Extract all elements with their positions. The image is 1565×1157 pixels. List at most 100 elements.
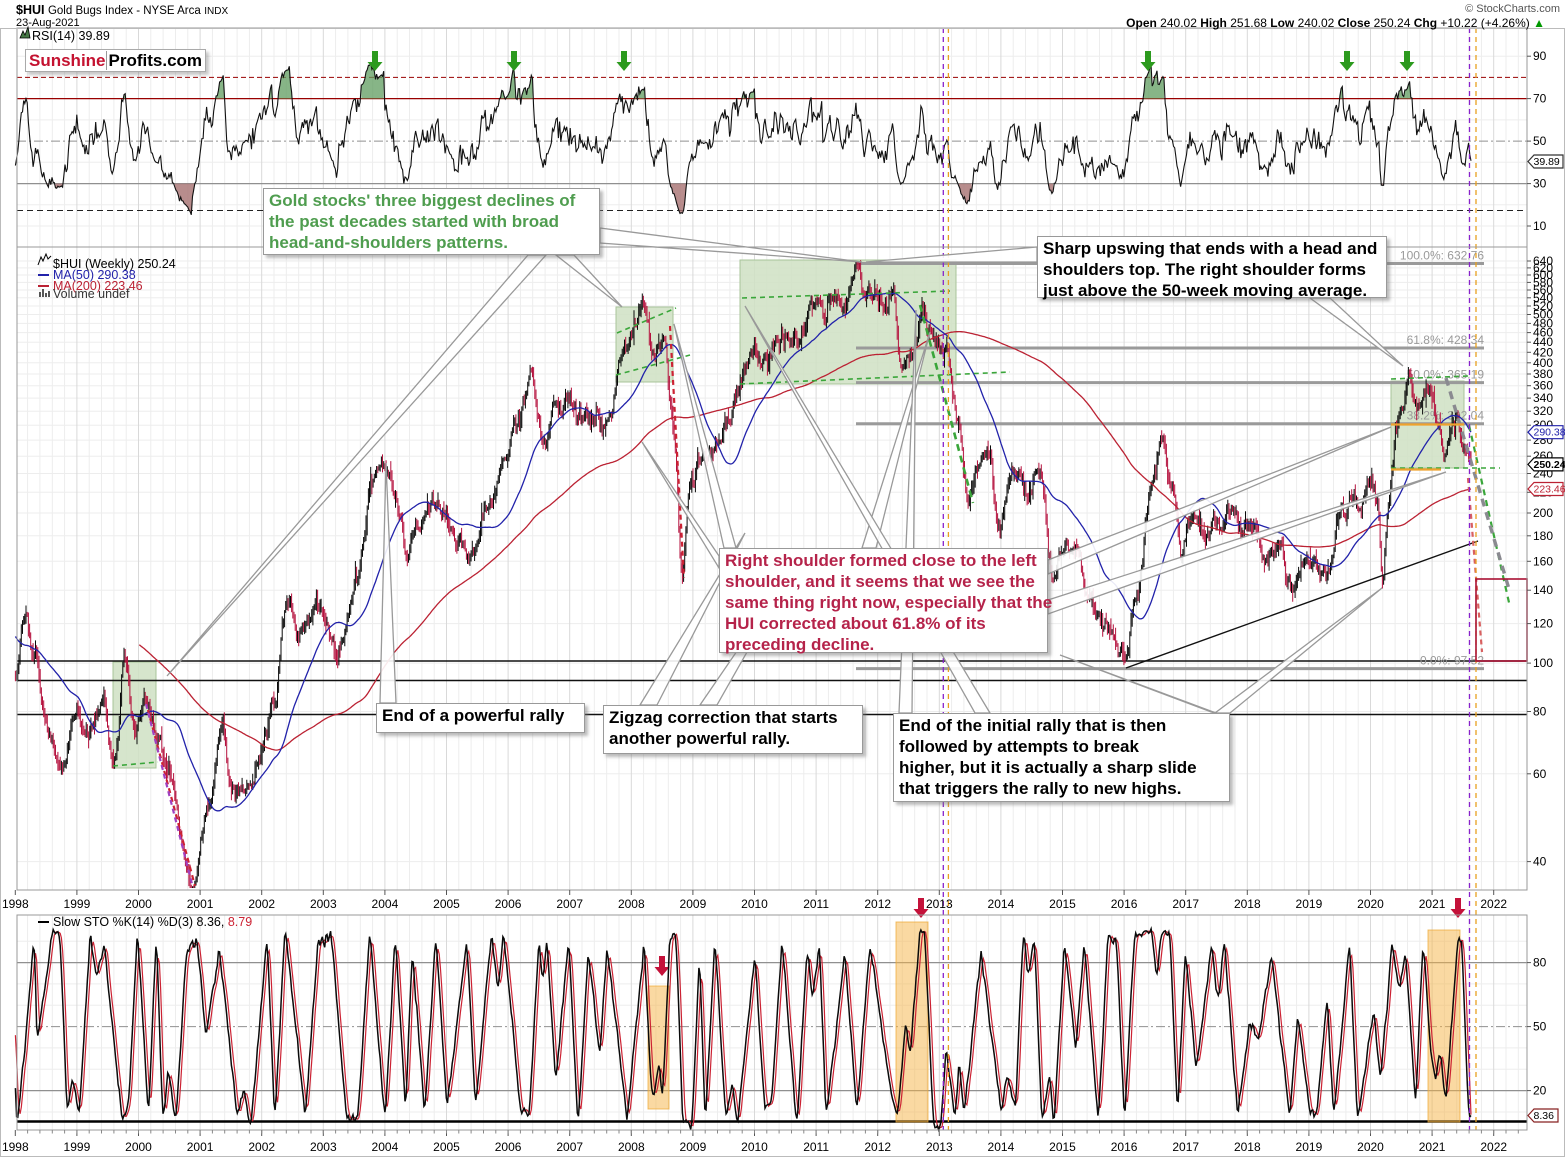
svg-text:2018: 2018 bbox=[1234, 897, 1261, 911]
svg-text:2021: 2021 bbox=[1419, 1140, 1446, 1154]
svg-text:50: 50 bbox=[1533, 134, 1547, 148]
svg-text:120: 120 bbox=[1533, 617, 1553, 631]
svg-text:$HUI (Weekly) 250.24: $HUI (Weekly) 250.24 bbox=[53, 257, 176, 271]
svg-text:140: 140 bbox=[1533, 583, 1553, 597]
svg-text:2003: 2003 bbox=[310, 897, 337, 911]
svg-text:1999: 1999 bbox=[64, 1140, 91, 1154]
svg-text:2010: 2010 bbox=[741, 1140, 768, 1154]
svg-text:600: 600 bbox=[1533, 268, 1553, 282]
svg-text:70: 70 bbox=[1533, 92, 1547, 106]
svg-text:50.0%: 365.19: 50.0%: 365.19 bbox=[1407, 368, 1485, 382]
svg-text:2001: 2001 bbox=[187, 897, 214, 911]
svg-text:290.38: 290.38 bbox=[1534, 427, 1565, 439]
svg-text:2017: 2017 bbox=[1172, 1140, 1199, 1154]
svg-text:620: 620 bbox=[1533, 261, 1553, 275]
svg-text:340: 340 bbox=[1533, 391, 1553, 405]
svg-text:460: 460 bbox=[1533, 326, 1553, 340]
svg-text:2016: 2016 bbox=[1111, 897, 1138, 911]
svg-text:20: 20 bbox=[1533, 1084, 1547, 1098]
svg-text:39.89: 39.89 bbox=[1534, 156, 1560, 168]
svg-text:223.46: 223.46 bbox=[1534, 484, 1565, 496]
svg-text:2012: 2012 bbox=[864, 897, 891, 911]
svg-text:2015: 2015 bbox=[1049, 897, 1076, 911]
svg-text:2019: 2019 bbox=[1296, 897, 1323, 911]
svg-text:420: 420 bbox=[1533, 345, 1553, 359]
svg-text:520: 520 bbox=[1533, 299, 1553, 313]
svg-text:80: 80 bbox=[1533, 956, 1547, 970]
svg-text:540: 540 bbox=[1533, 291, 1553, 305]
svg-text:100.0%: 632.76: 100.0%: 632.76 bbox=[1400, 249, 1484, 263]
svg-text:2017: 2017 bbox=[1172, 897, 1199, 911]
svg-text:580: 580 bbox=[1533, 275, 1553, 289]
svg-text:480: 480 bbox=[1533, 316, 1553, 330]
svg-text:2004: 2004 bbox=[372, 897, 399, 911]
svg-text:2022: 2022 bbox=[1480, 1140, 1507, 1154]
svg-text:2015: 2015 bbox=[1049, 1140, 1076, 1154]
svg-text:440: 440 bbox=[1533, 335, 1553, 349]
svg-text:2002: 2002 bbox=[248, 1140, 275, 1154]
svg-text:2000: 2000 bbox=[125, 897, 152, 911]
svg-text:2005: 2005 bbox=[433, 897, 460, 911]
svg-text:2014: 2014 bbox=[988, 1140, 1015, 1154]
svg-text:2002: 2002 bbox=[248, 897, 275, 911]
svg-text:560: 560 bbox=[1533, 283, 1553, 297]
svg-text:2003: 2003 bbox=[310, 1140, 337, 1154]
svg-text:640: 640 bbox=[1533, 254, 1553, 268]
svg-text:MA(200) 223.46: MA(200) 223.46 bbox=[53, 279, 143, 293]
svg-text:2013: 2013 bbox=[926, 1140, 953, 1154]
svg-text:2007: 2007 bbox=[556, 1140, 583, 1154]
svg-text:RSI(14) 39.89: RSI(14) 39.89 bbox=[32, 29, 110, 43]
svg-text:2012: 2012 bbox=[864, 1140, 891, 1154]
svg-text:90: 90 bbox=[1533, 49, 1547, 63]
svg-text:2008: 2008 bbox=[618, 1140, 645, 1154]
svg-text:2010: 2010 bbox=[741, 897, 768, 911]
svg-text:250.24: 250.24 bbox=[1534, 459, 1565, 471]
svg-text:2008: 2008 bbox=[618, 897, 645, 911]
svg-text:2009: 2009 bbox=[680, 897, 707, 911]
svg-text:1998: 1998 bbox=[2, 897, 29, 911]
svg-text:80: 80 bbox=[1533, 705, 1547, 719]
svg-text:Slow STO %K(14) %D(3) 8.36, 8.: Slow STO %K(14) %D(3) 8.36, 8.79 bbox=[53, 915, 252, 929]
svg-text:400: 400 bbox=[1533, 356, 1553, 370]
svg-text:0.0%: 97.52: 0.0%: 97.52 bbox=[1420, 654, 1484, 668]
svg-text:2020: 2020 bbox=[1357, 897, 1384, 911]
svg-text:2019: 2019 bbox=[1296, 1140, 1323, 1154]
svg-text:160: 160 bbox=[1533, 554, 1553, 568]
svg-text:320: 320 bbox=[1533, 404, 1553, 418]
svg-text:180: 180 bbox=[1533, 529, 1553, 543]
svg-text:8.36: 8.36 bbox=[1534, 1110, 1555, 1122]
svg-text:2006: 2006 bbox=[495, 1140, 522, 1154]
svg-text:10: 10 bbox=[1533, 219, 1547, 233]
svg-text:1998: 1998 bbox=[2, 1140, 29, 1154]
svg-text:2011: 2011 bbox=[803, 1140, 829, 1154]
svg-text:61.8%: 428.34: 61.8%: 428.34 bbox=[1407, 333, 1485, 347]
svg-text:30: 30 bbox=[1533, 177, 1547, 191]
svg-text:2009: 2009 bbox=[680, 1140, 707, 1154]
svg-text:2000: 2000 bbox=[125, 1140, 152, 1154]
svg-text:2011: 2011 bbox=[803, 897, 829, 911]
svg-text:2007: 2007 bbox=[556, 897, 583, 911]
svg-text:60: 60 bbox=[1533, 767, 1547, 781]
svg-text:2021: 2021 bbox=[1419, 897, 1446, 911]
svg-text:200: 200 bbox=[1533, 506, 1553, 520]
svg-text:2022: 2022 bbox=[1480, 897, 1507, 911]
svg-text:2013: 2013 bbox=[926, 897, 953, 911]
svg-text:360: 360 bbox=[1533, 379, 1553, 393]
svg-text:1999: 1999 bbox=[64, 897, 91, 911]
svg-text:2018: 2018 bbox=[1234, 1140, 1261, 1154]
svg-text:2016: 2016 bbox=[1111, 1140, 1138, 1154]
svg-text:38.2%: 302.04: 38.2%: 302.04 bbox=[1407, 409, 1485, 423]
svg-text:MA(50) 290.38: MA(50) 290.38 bbox=[53, 268, 136, 282]
svg-text:2014: 2014 bbox=[988, 897, 1015, 911]
svg-text:2005: 2005 bbox=[433, 1140, 460, 1154]
svg-text:2006: 2006 bbox=[495, 897, 522, 911]
svg-text:40: 40 bbox=[1533, 855, 1547, 869]
svg-text:50: 50 bbox=[1533, 1020, 1547, 1034]
svg-text:2020: 2020 bbox=[1357, 1140, 1384, 1154]
svg-text:100: 100 bbox=[1533, 656, 1553, 670]
svg-text:Volume undef: Volume undef bbox=[53, 287, 130, 301]
svg-text:380: 380 bbox=[1533, 367, 1553, 381]
svg-text:2001: 2001 bbox=[187, 1140, 214, 1154]
svg-text:2004: 2004 bbox=[372, 1140, 399, 1154]
svg-text:500: 500 bbox=[1533, 308, 1553, 322]
